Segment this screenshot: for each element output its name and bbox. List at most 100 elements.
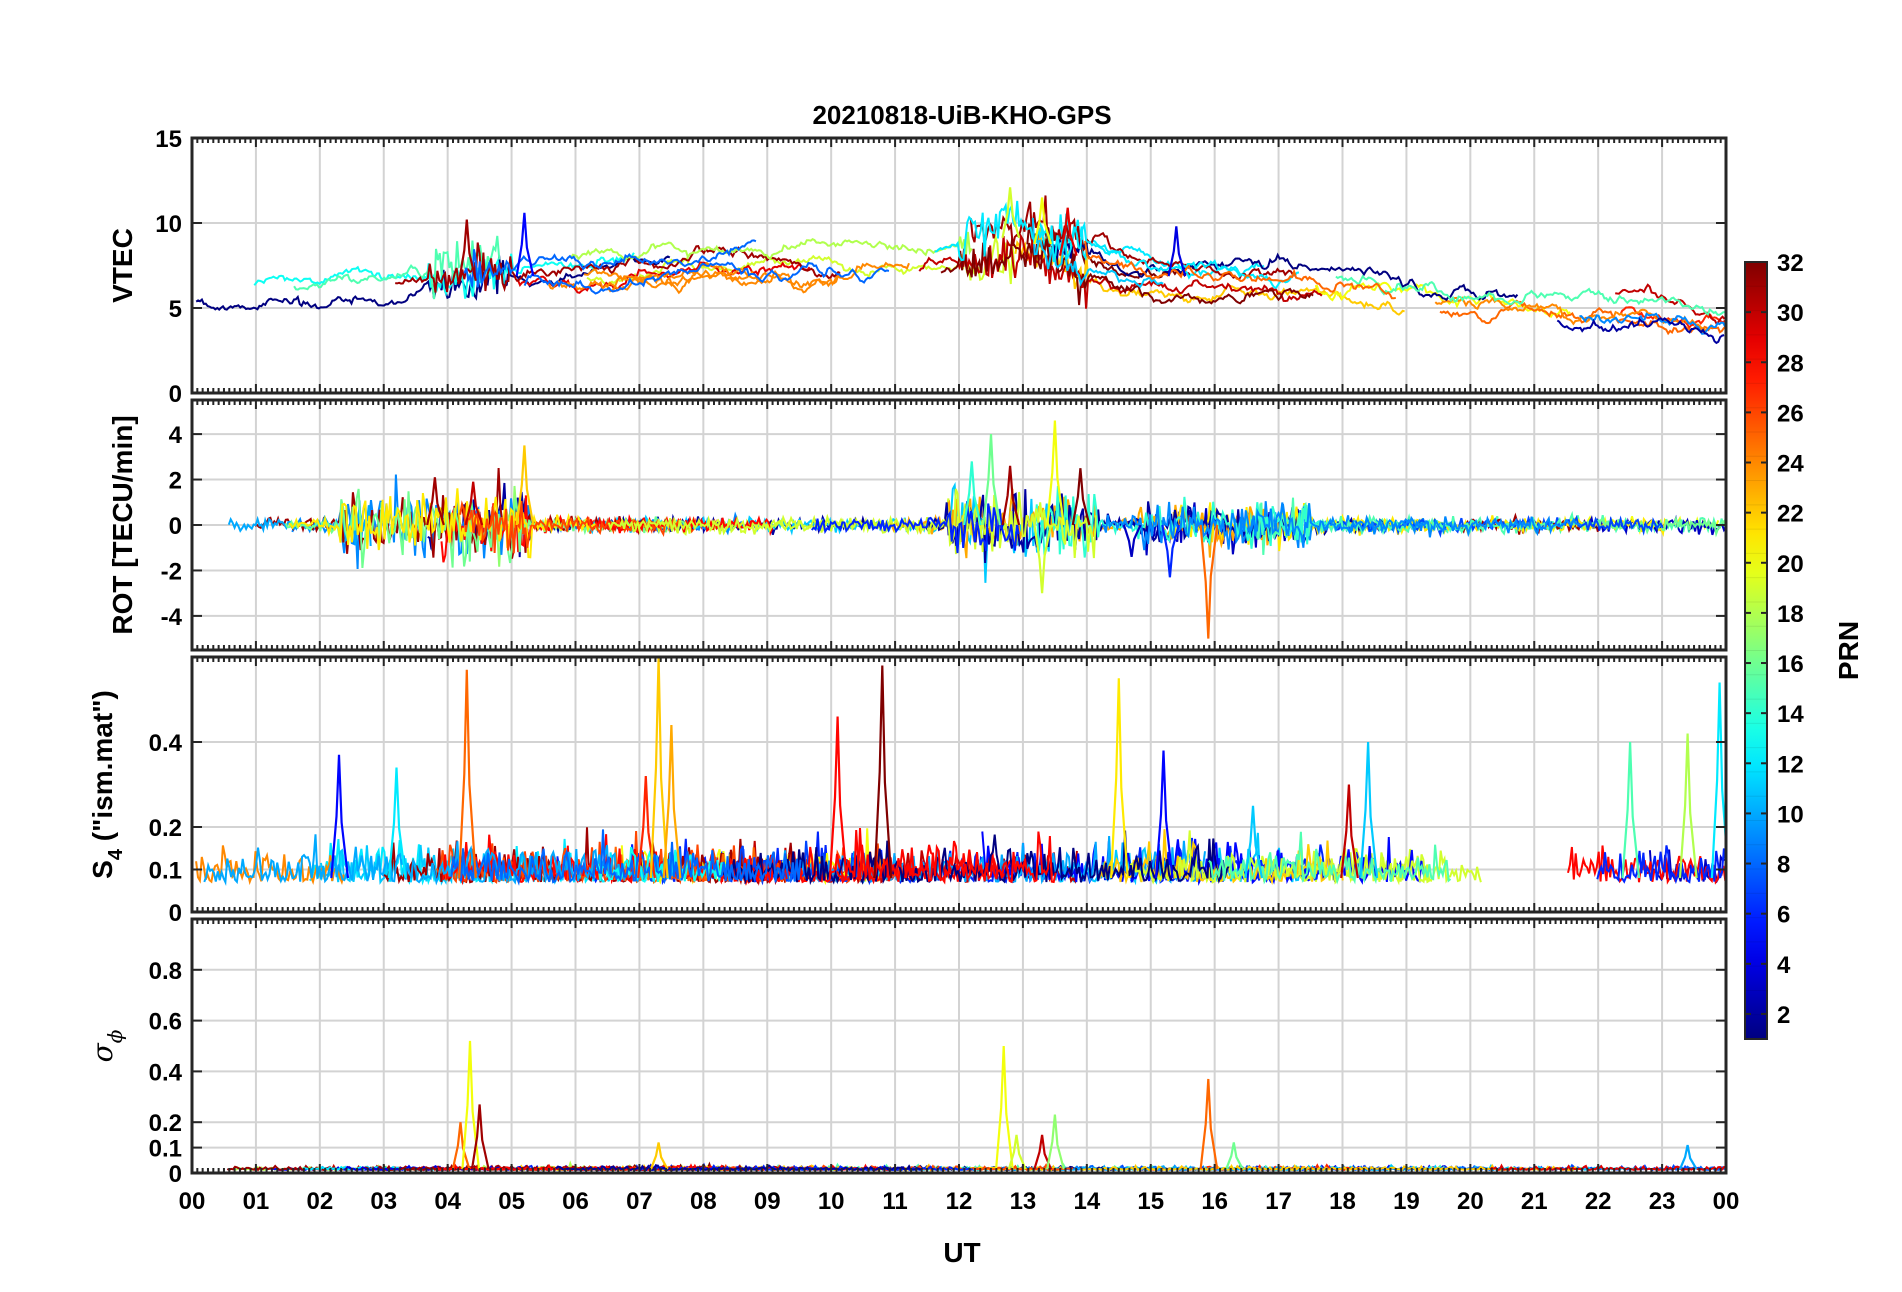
y-tick-label: -4 — [161, 604, 183, 631]
y-tick-label: 4 — [169, 422, 183, 449]
colorbar-frame — [1744, 261, 1768, 1040]
y-tick-label: 0.8 — [149, 958, 182, 985]
spike-mark — [1244, 805, 1264, 879]
spike-mark — [387, 767, 407, 879]
spike-mark — [828, 716, 848, 879]
x-tick-label: 18 — [1329, 1188, 1356, 1215]
colorbar-tick-label: 22 — [1777, 501, 1804, 528]
prn-trace — [811, 501, 1020, 554]
colorbar-tick-label: 8 — [1777, 852, 1790, 879]
spike-mark — [1161, 524, 1180, 578]
spike-mark — [649, 1142, 669, 1170]
spike-mark — [330, 754, 350, 879]
prn-trace — [515, 261, 811, 294]
spike-mark — [464, 481, 484, 526]
prn-trace — [1052, 238, 1519, 301]
x-axis: 00 01 02 03 04 05 06 07 08 09 10 11 12 13 14 15 16 17 18 19… — [179, 1188, 1740, 1215]
x-tick-label: 14 — [1073, 1188, 1100, 1215]
series-sigma_phi — [226, 1040, 1726, 1173]
spike-mark — [637, 775, 656, 879]
panel-s4: 0 0.1 0.2 0.4 S4 ("ism.mat") — [87, 655, 1728, 927]
x-tick-label: 00 — [1713, 1188, 1740, 1215]
spike-mark — [1225, 1142, 1244, 1170]
spike-mark — [458, 219, 477, 282]
x-axis-label: UT — [943, 1237, 980, 1268]
colorbar-tick-label: 16 — [1777, 651, 1804, 678]
spike-mark — [426, 477, 445, 526]
spike-mark — [1710, 682, 1726, 879]
x-tick-label: 20 — [1457, 1188, 1484, 1215]
y-tick-label: 0.2 — [149, 815, 182, 842]
x-tick-label: 03 — [370, 1188, 397, 1215]
prn-trace — [1101, 501, 1582, 551]
colorbar-tick-label: 32 — [1777, 250, 1804, 277]
x-tick-label: 10 — [818, 1188, 845, 1215]
x-tick-label: 21 — [1521, 1188, 1548, 1215]
spike-mark — [515, 445, 535, 526]
y-axis-label-rot: ROT [TECU/min] — [107, 415, 138, 634]
y-tick-label: 0 — [169, 1161, 182, 1188]
ticks-vtec: 0 5 10 15 — [155, 126, 1727, 408]
prn-trace — [721, 830, 1230, 886]
x-tick-label: 19 — [1393, 1188, 1420, 1215]
series-vtec — [195, 187, 1726, 345]
y-tick-label: 0.1 — [149, 858, 182, 885]
prn-trace — [293, 235, 501, 300]
panel-vtec: 0 5 10 15 VTEC — [107, 126, 1728, 408]
panel-rot: -4 -2 0 2 4 ROT [TECU/min] — [107, 398, 1728, 652]
colorbar-tick-label: 2 — [1777, 1002, 1790, 1029]
prn-trace — [288, 488, 599, 559]
y-tick-label: 0.6 — [149, 1009, 182, 1036]
x-tick-label: 05 — [498, 1188, 525, 1215]
series-s4 — [195, 657, 1726, 886]
colorbar-tick-label: 18 — [1777, 601, 1804, 628]
x-tick-label: 23 — [1649, 1188, 1676, 1215]
colorbar-gradient — [1745, 262, 1767, 1039]
colorbar-tick-label: 10 — [1777, 801, 1804, 828]
y-tick-label: 0 — [169, 381, 182, 408]
colorbar-tick-label: 20 — [1777, 551, 1804, 578]
y-axis-label-s4: S4 ("ism.mat") — [87, 690, 127, 879]
prn-trace — [1084, 240, 1397, 300]
prn-trace — [586, 233, 1016, 285]
colorbar-tick-label: 4 — [1777, 952, 1791, 979]
spike-mark — [1033, 1134, 1053, 1170]
x-tick-label: 00 — [179, 1188, 206, 1215]
prn-trace — [1556, 317, 1725, 345]
x-tick-label: 17 — [1265, 1188, 1292, 1215]
spike-mark — [1199, 1078, 1219, 1170]
spike-mark — [1071, 468, 1091, 526]
x-tick-label: 02 — [306, 1188, 333, 1215]
ticks-s4: 0 0.1 0.2 0.4 — [149, 657, 1727, 927]
x-tick-label: 01 — [243, 1188, 270, 1215]
prn-trace — [1129, 830, 1432, 885]
prn-trace — [607, 488, 1097, 559]
spike-mark — [1678, 733, 1698, 879]
prn-trace — [940, 236, 1314, 306]
spike-mark — [1621, 741, 1641, 879]
spike-mark — [1033, 524, 1053, 594]
prn-trace — [395, 242, 841, 293]
ticks-rot: -4 -2 0 2 4 — [161, 400, 1727, 650]
grid-sigma_phi — [191, 919, 1727, 1174]
spike-mark — [1007, 1134, 1027, 1170]
y-label-sub: ϕ — [103, 1029, 127, 1043]
y-label-sub: 4 — [105, 848, 127, 860]
x-tick-label: 11 — [882, 1188, 907, 1215]
spike-mark — [1122, 524, 1142, 557]
spike-mark — [1058, 207, 1078, 257]
spike-mark — [982, 434, 1001, 526]
spike-mark — [1167, 226, 1187, 277]
spike-mark — [461, 1040, 481, 1170]
y-tick-label: -2 — [161, 558, 182, 585]
spike-mark — [1046, 1114, 1065, 1170]
colorbar-tick-label: 6 — [1777, 902, 1790, 929]
x-tick-label: 08 — [690, 1188, 717, 1215]
y-tick-label: 0 — [169, 900, 182, 927]
prn-trace — [1014, 227, 1405, 316]
prn-trace — [1439, 299, 1726, 336]
spike-mark — [1046, 420, 1065, 526]
x-tick-label: 13 — [1010, 1188, 1037, 1215]
